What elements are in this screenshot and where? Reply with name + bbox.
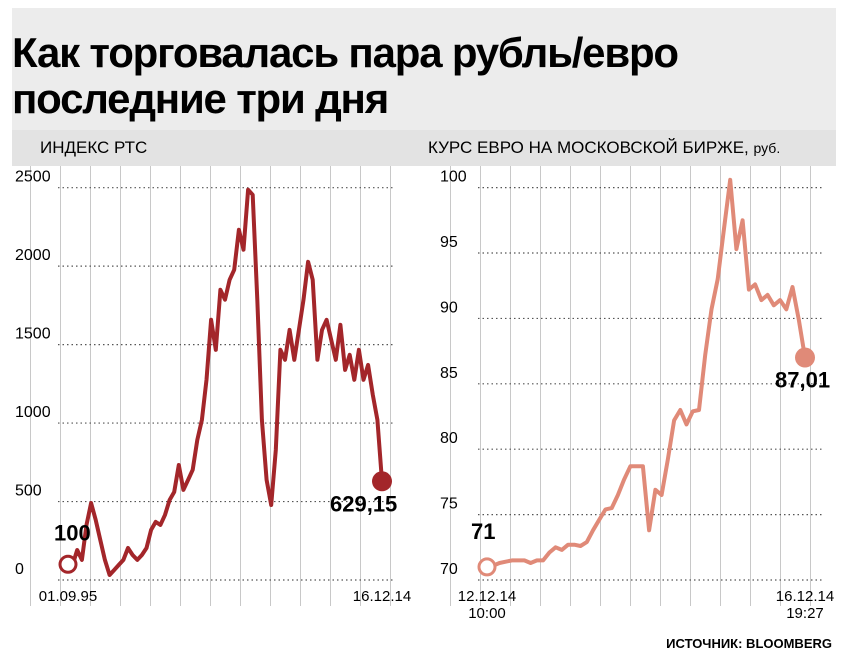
x-tick-label: 16.12.14: [352, 588, 412, 605]
y-tick-label: 75: [440, 496, 458, 513]
y-tick-label: 0: [15, 561, 24, 578]
line: [486, 177, 807, 569]
title: Как торговалась пара рубль/евро последни…: [12, 29, 679, 122]
y-tick-label: 100: [440, 169, 467, 186]
subtitle: КУРС ЕВРО НА МОСКОВСКОЙ БИРЖЕ, руб.: [428, 138, 780, 157]
y-tick-label: 90: [440, 299, 458, 316]
end-point: [58, 554, 78, 574]
end-point: [372, 471, 392, 492]
value-label: 71: [471, 519, 495, 544]
y-tick-label: 80: [440, 430, 458, 447]
y-tick-label: 1000: [15, 404, 51, 421]
y-tick-label: 2000: [15, 247, 51, 264]
y-tick-label: 95: [440, 234, 458, 251]
value-label: 87,01: [775, 368, 830, 393]
x-tick-label: 01.09.95: [38, 588, 98, 605]
y-tick-label: 85: [440, 365, 458, 382]
end-point: [795, 347, 815, 368]
line: [67, 187, 384, 577]
unit: руб.: [754, 140, 781, 156]
subtitle-text: КУРС ЕВРО НА МОСКОВСКОЙ БИРЖЕ,: [428, 138, 749, 157]
panel-grid: [12, 166, 408, 606]
value-label: 629,15: [330, 491, 397, 516]
subtitle: ИНДЕКС РТС: [40, 138, 147, 157]
header-bg: [12, 8, 836, 130]
subtitle-bar: [12, 130, 836, 166]
value-label: 100: [54, 520, 91, 545]
y-tick-label: 2500: [15, 169, 51, 186]
end-point: [477, 557, 497, 577]
panel-grid: [430, 166, 836, 606]
x-tick-label: 16.12.14 19:27: [775, 588, 835, 622]
y-tick-label: 1500: [15, 326, 51, 343]
y-tick-label: 500: [15, 483, 42, 500]
source: ИСТОЧНИК: BLOOMBERG: [666, 636, 832, 651]
y-tick-label: 70: [440, 561, 458, 578]
x-tick-label: 12.12.14 10:00: [457, 588, 517, 622]
